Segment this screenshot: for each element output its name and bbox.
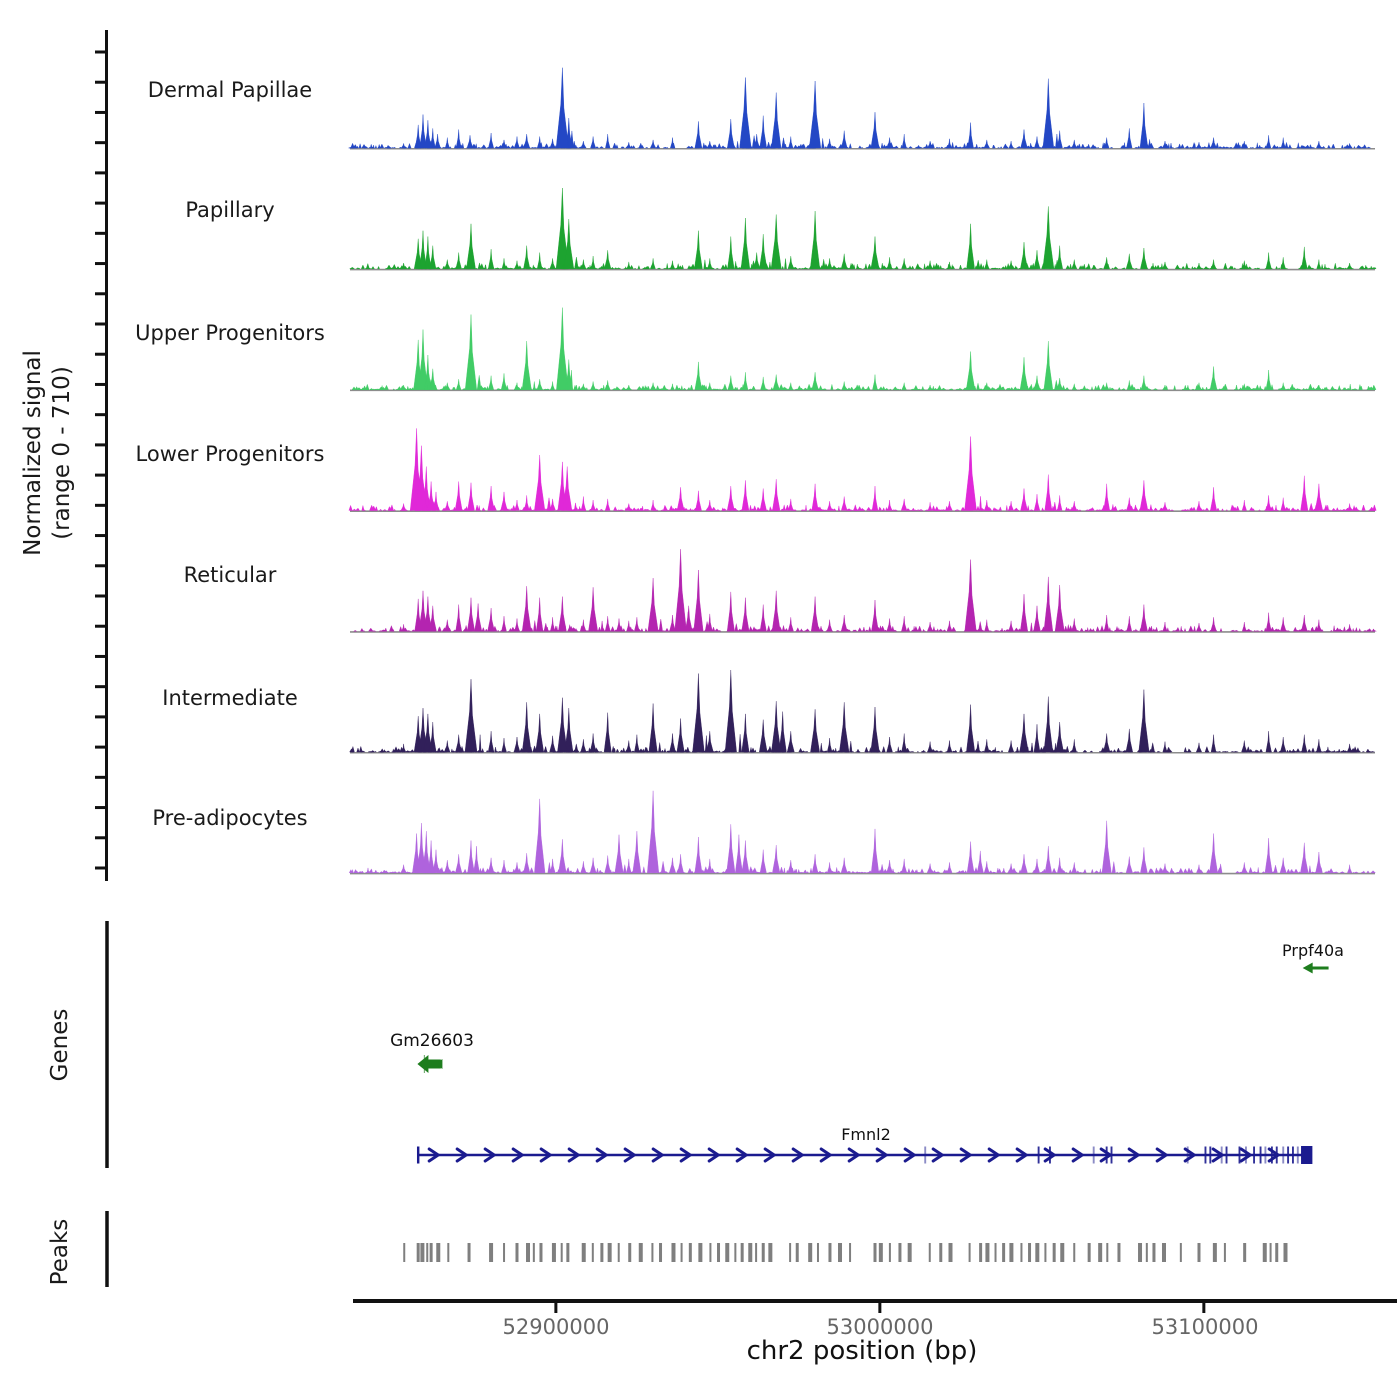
signal-track-papillary	[349, 187, 1377, 271]
track-label-upper-progenitors: Upper Progenitors	[135, 321, 325, 345]
signal-track-dermal-papillae	[348, 67, 1375, 150]
track-label-reticular: Reticular	[183, 563, 277, 587]
gene-prpf40a	[1302, 962, 1329, 974]
gene-label-gm26603: Gm26603	[390, 1031, 474, 1051]
signal-track-upper-progenitors	[350, 307, 1377, 392]
x-tick-label-52900000: 52900000	[502, 1315, 610, 1339]
gene-fmnl2	[416, 1146, 1313, 1164]
x-tick-label-53000000: 53000000	[826, 1315, 934, 1339]
track-label-intermediate: Intermediate	[162, 686, 298, 710]
y-axis	[95, 30, 108, 881]
peaks-track	[403, 1243, 1288, 1262]
y-axis-label-line2: (range 0 - 710)	[49, 366, 75, 540]
y-axis-label-line1: Normalized signal	[20, 350, 46, 556]
gene-label-prpf40a: Prpf40a	[1282, 941, 1344, 960]
y-axis-label: Normalized signal (range 0 - 710)	[19, 173, 77, 733]
track-label-dermal-papillae: Dermal Papillae	[147, 78, 313, 102]
signal-track-pre-adipocytes	[348, 790, 1377, 875]
x-axis	[353, 1299, 1397, 1313]
track-label-papillary: Papillary	[185, 198, 275, 222]
peaks-section-label: Peaks	[47, 1218, 73, 1286]
signal-track-lower-progenitors	[348, 428, 1377, 512]
x-axis-title: chr2 position (bp)	[746, 1336, 978, 1366]
gene-label-fmnl2: Fmnl2	[841, 1125, 891, 1144]
track-label-lower-progenitors: Lower Progenitors	[135, 442, 325, 466]
signal-track-intermediate	[349, 669, 1375, 754]
signal-track-reticular	[350, 549, 1377, 633]
x-tick-label-53100000: 53100000	[1151, 1315, 1259, 1339]
track-label-pre-adipocytes: Pre-adipocytes	[152, 806, 308, 830]
gene-gm26603	[417, 1055, 443, 1073]
genes-section-label: Genes	[47, 1008, 73, 1082]
